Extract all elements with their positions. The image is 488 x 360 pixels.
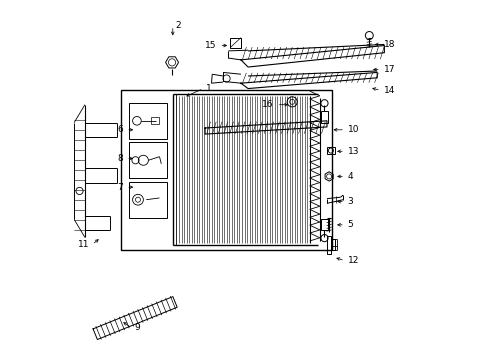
Text: 15: 15	[204, 41, 216, 50]
Bar	[320, 111, 328, 123]
Text: 6: 6	[117, 125, 123, 134]
Text: 9: 9	[134, 323, 140, 332]
Text: 11: 11	[78, 240, 89, 249]
Bar	[129, 103, 166, 139]
Bar	[230, 38, 241, 48]
Text: 3: 3	[347, 197, 353, 206]
Bar	[151, 117, 159, 125]
Text: 5: 5	[347, 220, 353, 229]
Text: 7: 7	[117, 183, 123, 192]
Text: 13: 13	[347, 147, 359, 156]
Bar	[330, 239, 334, 250]
Text: 18: 18	[383, 40, 394, 49]
Bar	[129, 142, 166, 178]
Text: 14: 14	[383, 86, 394, 95]
Bar	[320, 219, 328, 230]
Text: 8: 8	[117, 154, 123, 163]
Text: 1: 1	[206, 84, 211, 93]
Text: 12: 12	[347, 256, 358, 265]
Bar	[326, 147, 334, 154]
Text: 17: 17	[383, 65, 394, 74]
Bar	[121, 90, 332, 250]
Text: 10: 10	[347, 125, 359, 134]
Bar	[326, 235, 330, 253]
Text: 2: 2	[175, 21, 181, 30]
Text: 4: 4	[347, 172, 353, 181]
Text: 16: 16	[262, 100, 273, 109]
Bar	[129, 182, 166, 218]
